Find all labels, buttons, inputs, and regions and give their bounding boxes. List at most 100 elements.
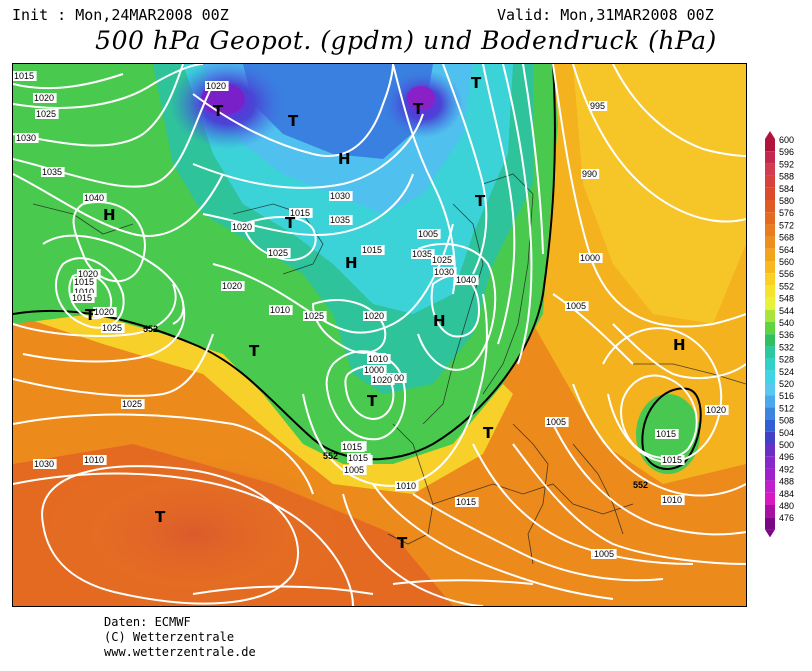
- legend-value: 496: [779, 452, 794, 462]
- pressure-label: 1020: [222, 281, 242, 291]
- legend-value: 592: [779, 159, 794, 169]
- legend-swatch: [765, 334, 775, 347]
- legend-value: 488: [779, 477, 794, 487]
- legend-value: 596: [779, 147, 794, 157]
- pressure-label-bg: [83, 193, 107, 203]
- legend-swatch: [765, 200, 775, 213]
- pressure-label: 1015: [290, 208, 310, 218]
- init-time: Init : Mon,24MAR2008 00Z: [12, 6, 229, 24]
- low-pressure-center: T: [475, 192, 486, 210]
- legend-value: 536: [779, 330, 794, 340]
- blue-field: [243, 64, 433, 159]
- pressure-label: 1035: [330, 215, 350, 225]
- low-pressure-center: T: [85, 306, 96, 324]
- pressure-label: 1030: [16, 133, 36, 143]
- pressure-label-bg: [661, 495, 685, 505]
- pressure-label-bg: [455, 497, 479, 507]
- legend-swatch: [765, 444, 775, 457]
- pressure-centers: T T T T H H H T T T T H T T T T H: [85, 74, 686, 552]
- pressure-label: 1025: [304, 311, 324, 321]
- legend-value: 556: [779, 269, 794, 279]
- pressure-label-bg: [73, 287, 97, 297]
- legend-value: 584: [779, 184, 794, 194]
- pressure-label: 1000: [580, 253, 600, 263]
- pressure-label-bg: [363, 365, 387, 375]
- pressure-label: 1025: [36, 109, 56, 119]
- pressure-label: 1010: [368, 354, 388, 364]
- legend-swatch: [765, 419, 775, 432]
- legend-value: 500: [779, 440, 794, 450]
- credit-website[interactable]: www.wetterzentrale.de: [104, 645, 256, 659]
- legend-swatch: [765, 285, 775, 298]
- low-pressure-center: T: [483, 424, 494, 442]
- legend-swatch: [765, 468, 775, 481]
- legend-value: 532: [779, 342, 794, 352]
- pressure-label: 1030: [330, 191, 350, 201]
- pressure-label: 1020: [206, 81, 226, 91]
- legend-swatch: [765, 248, 775, 261]
- high-pressure-center: H: [345, 254, 358, 272]
- legend-value: 600: [779, 135, 794, 145]
- pressure-label-bg: [221, 281, 245, 291]
- pressure-label-bg: [661, 455, 685, 465]
- pressure-label: 1010: [84, 455, 104, 465]
- pressure-label-bg: [329, 215, 353, 225]
- legend-value: 508: [779, 416, 794, 426]
- pressure-label: 1025: [122, 399, 142, 409]
- credit-data-source: Daten: ECMWF: [104, 615, 191, 629]
- pressure-label: 1010: [270, 305, 290, 315]
- high-pressure-center: H: [338, 150, 351, 168]
- pressure-label-bg: [371, 375, 395, 385]
- legend-value: 580: [779, 196, 794, 206]
- pressure-label-bg: [367, 354, 391, 364]
- pressure-label: 1015: [342, 442, 362, 452]
- pressure-label-bg: [121, 399, 145, 409]
- pressure-label: 1000: [364, 365, 384, 375]
- pressure-label-bg: [303, 311, 327, 321]
- pressure-label: 1020: [364, 311, 384, 321]
- legend-bottom-arrow: [765, 529, 775, 537]
- pressure-label-bg: [77, 269, 101, 279]
- pressure-label: 1025: [432, 255, 452, 265]
- pressure-label-bg: [71, 293, 95, 303]
- legend-swatch: [765, 163, 775, 176]
- pressure-label-bg: [101, 323, 125, 333]
- pressure-label-bg: [361, 245, 385, 255]
- pressure-label-bg: [545, 417, 569, 427]
- legend-value: 504: [779, 428, 794, 438]
- pressure-label-bg: [579, 253, 603, 263]
- pressure-label-bg: [41, 167, 65, 177]
- pressure-label: 1005: [418, 229, 438, 239]
- legend-swatch: [765, 480, 775, 493]
- pressure-label: 1010: [396, 481, 416, 491]
- isobars: [13, 64, 746, 606]
- pressure-label-bg: [655, 429, 679, 439]
- legend-top-arrow: [765, 131, 775, 139]
- legend-value: 512: [779, 403, 794, 413]
- valid-time: Valid: Mon,31MAR2008 00Z: [497, 6, 714, 24]
- color-legend: 600 596 592 588 584 580 576 572 568 564 560 556 552 5…: [765, 131, 794, 537]
- pressure-label-bg: [343, 465, 367, 475]
- legend-swatch: [765, 309, 775, 322]
- high-pressure-center: H: [673, 336, 686, 354]
- pressure-label: 1030: [34, 459, 54, 469]
- pressure-label-bg: [267, 248, 291, 258]
- legend-value: 516: [779, 391, 794, 401]
- high-pressure-center: H: [433, 312, 446, 330]
- pressure-label-bg: [347, 453, 371, 463]
- legend-swatch: [765, 395, 775, 408]
- legend-value: 548: [779, 294, 794, 304]
- legend-swatch: [765, 297, 775, 310]
- pressure-label: 1035: [412, 249, 432, 259]
- pressure-label-bg: [455, 275, 479, 285]
- pressure-label: 1040: [456, 275, 476, 285]
- pressure-label: 1020: [34, 93, 54, 103]
- low-pressure-center: T: [155, 508, 166, 526]
- legend-swatch: [765, 139, 775, 152]
- legend-swatch: [765, 151, 775, 164]
- deep-orange-blob: [43, 454, 343, 606]
- pressure-label: 1005: [594, 549, 614, 559]
- legend-swatch: [765, 456, 775, 469]
- contour-552: [13, 64, 556, 461]
- pressure-label-bg: [205, 81, 229, 91]
